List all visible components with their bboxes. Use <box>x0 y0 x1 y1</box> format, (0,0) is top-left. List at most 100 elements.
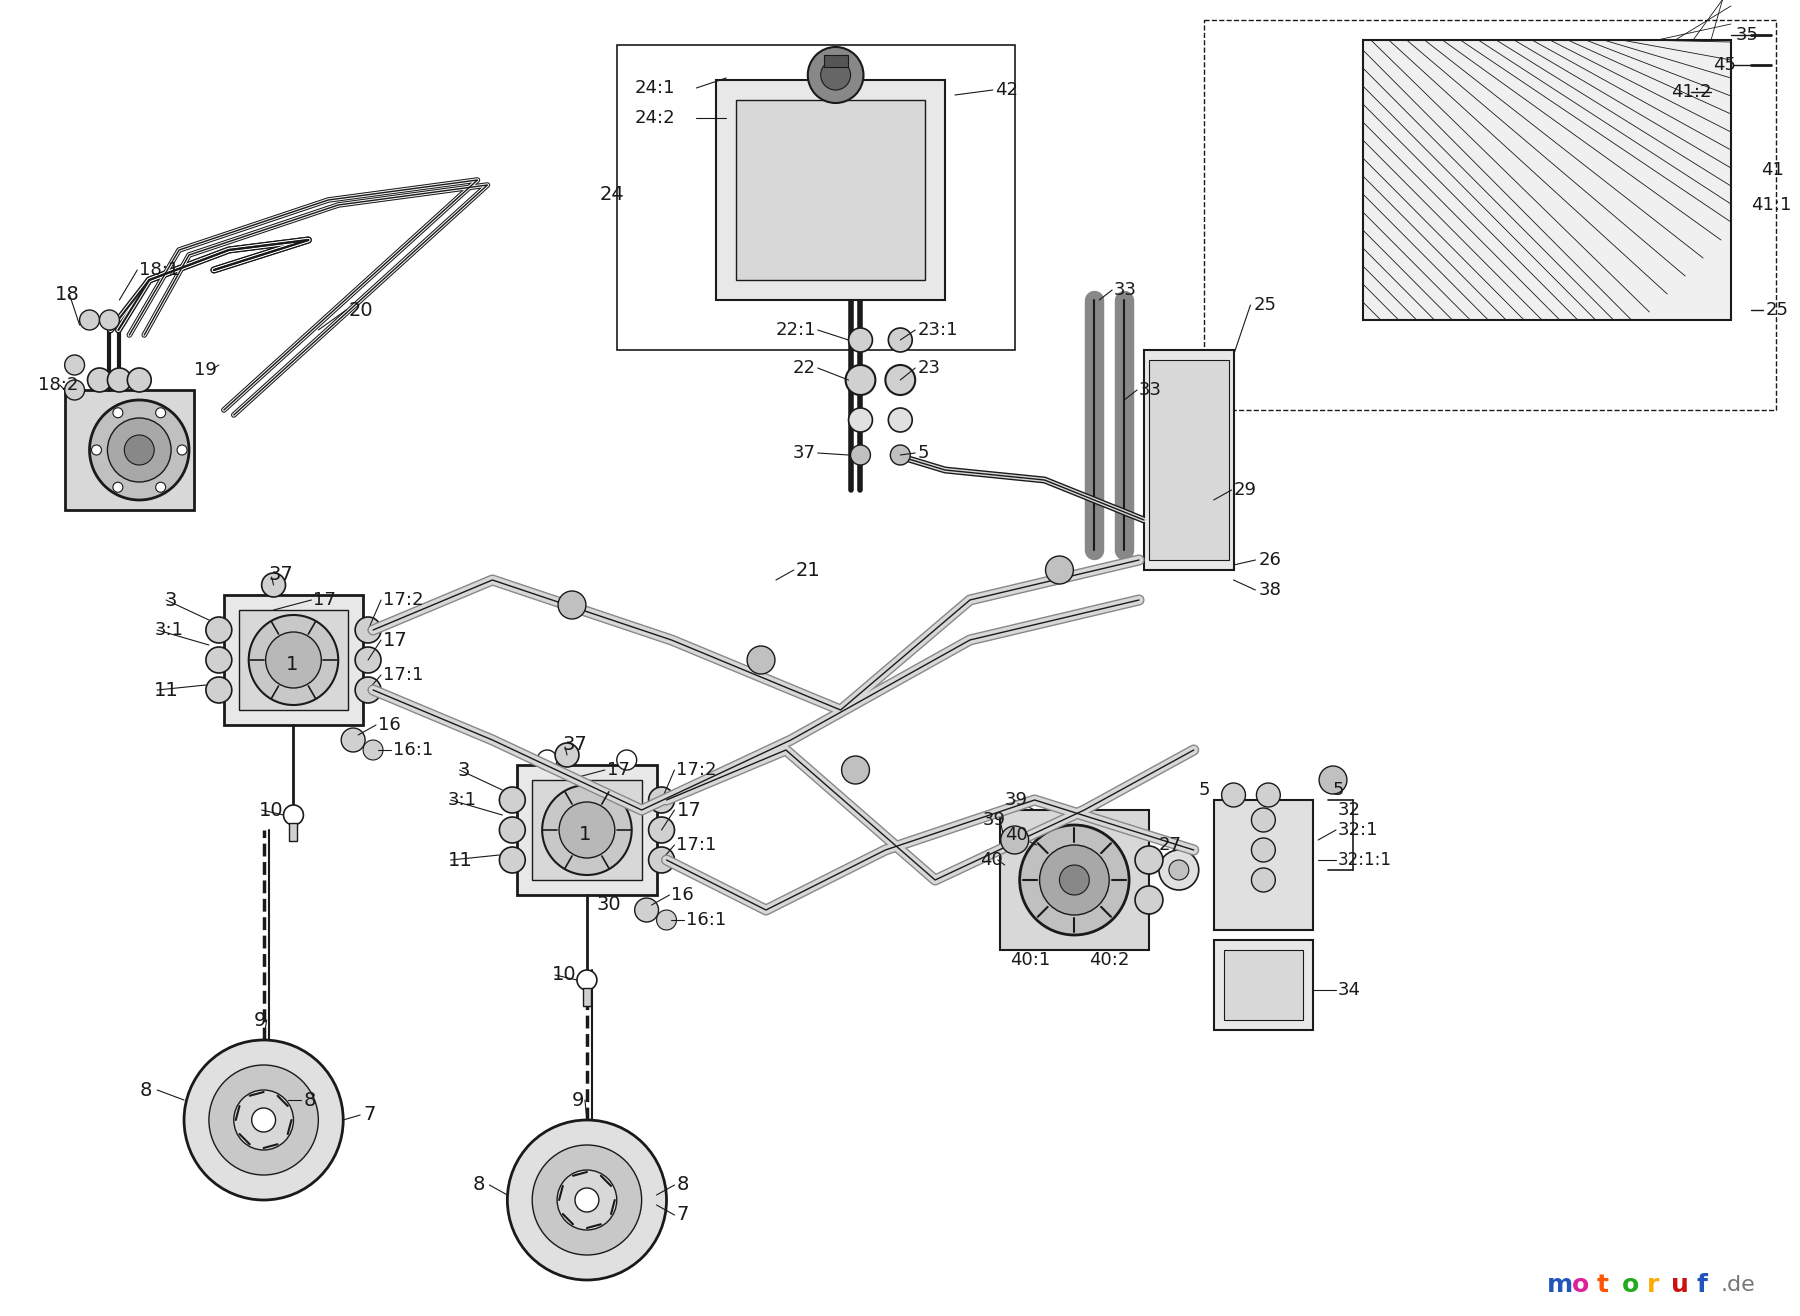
Text: 3:1: 3:1 <box>448 791 477 809</box>
Circle shape <box>808 47 864 103</box>
Bar <box>736 100 925 280</box>
Text: 17: 17 <box>677 800 702 820</box>
Bar <box>517 765 657 895</box>
Text: .de: .de <box>1721 1275 1755 1295</box>
Circle shape <box>252 1108 275 1132</box>
Circle shape <box>1319 766 1346 794</box>
Text: 32:1:1: 32:1:1 <box>1337 851 1391 869</box>
Bar <box>65 390 194 511</box>
Bar <box>290 822 297 841</box>
Text: 9: 9 <box>572 1091 585 1109</box>
Text: 23:1: 23:1 <box>918 321 958 340</box>
Circle shape <box>128 368 151 392</box>
Bar <box>1213 940 1314 1030</box>
Circle shape <box>556 1170 617 1230</box>
Circle shape <box>1159 850 1199 890</box>
Text: 5: 5 <box>1334 780 1345 799</box>
Text: 9: 9 <box>254 1011 266 1029</box>
Text: 42: 42 <box>995 82 1017 99</box>
Circle shape <box>1251 808 1276 832</box>
Text: 19: 19 <box>194 361 216 379</box>
Bar <box>239 611 347 711</box>
Text: 39: 39 <box>983 811 1006 829</box>
Text: 17: 17 <box>383 630 409 650</box>
Circle shape <box>542 786 632 875</box>
Circle shape <box>886 365 914 395</box>
Bar <box>1145 350 1233 570</box>
Text: 10: 10 <box>553 966 576 984</box>
Text: 3: 3 <box>457 761 470 779</box>
Text: 24:1: 24:1 <box>635 79 675 97</box>
Text: 22:1: 22:1 <box>776 321 815 340</box>
Circle shape <box>108 418 171 482</box>
Circle shape <box>851 445 871 465</box>
Text: 32:1: 32:1 <box>1337 821 1379 840</box>
Text: 40: 40 <box>1004 826 1028 844</box>
Text: 34: 34 <box>1337 980 1361 999</box>
Circle shape <box>176 445 187 455</box>
Text: 27: 27 <box>1159 836 1183 854</box>
Circle shape <box>65 380 85 400</box>
Text: f: f <box>1696 1273 1706 1298</box>
Circle shape <box>79 311 99 330</box>
Circle shape <box>261 572 286 597</box>
Circle shape <box>889 328 913 351</box>
Circle shape <box>155 482 166 492</box>
Circle shape <box>266 632 322 688</box>
Text: 23: 23 <box>918 359 940 376</box>
Text: 11: 11 <box>155 680 178 700</box>
Text: 17:2: 17:2 <box>383 591 423 609</box>
Circle shape <box>891 445 911 465</box>
Text: 5: 5 <box>918 443 929 462</box>
Text: 38: 38 <box>1258 580 1282 599</box>
Circle shape <box>248 615 338 705</box>
Circle shape <box>578 970 598 990</box>
Text: 40: 40 <box>979 851 1003 869</box>
Text: 39: 39 <box>1004 791 1028 809</box>
Circle shape <box>648 817 675 844</box>
Text: 29: 29 <box>1233 482 1256 499</box>
Text: 25: 25 <box>1253 296 1276 315</box>
Circle shape <box>284 805 304 825</box>
Circle shape <box>499 848 526 873</box>
Text: 18: 18 <box>54 286 79 304</box>
Text: 33: 33 <box>1139 382 1163 399</box>
Bar <box>1204 20 1777 411</box>
Circle shape <box>1019 825 1129 934</box>
Circle shape <box>889 408 913 432</box>
Text: o: o <box>1622 1273 1638 1298</box>
Circle shape <box>1168 859 1188 880</box>
Text: 17:1: 17:1 <box>677 836 716 854</box>
Circle shape <box>1046 555 1073 584</box>
Text: 8: 8 <box>139 1080 151 1099</box>
Text: 11: 11 <box>448 850 472 870</box>
Circle shape <box>499 817 526 844</box>
Circle shape <box>657 909 677 930</box>
Text: 16:1: 16:1 <box>686 911 727 929</box>
Circle shape <box>499 787 526 813</box>
Circle shape <box>205 617 232 644</box>
Text: 24: 24 <box>599 186 625 204</box>
Circle shape <box>355 647 382 672</box>
Text: 25: 25 <box>1766 301 1789 318</box>
Text: 21: 21 <box>796 561 821 579</box>
Circle shape <box>205 676 232 703</box>
Bar <box>1363 39 1732 320</box>
Circle shape <box>124 436 155 465</box>
Circle shape <box>364 740 383 761</box>
Text: u: u <box>1670 1273 1688 1298</box>
Text: m: m <box>1546 1273 1573 1298</box>
Text: 41: 41 <box>1760 161 1784 179</box>
Circle shape <box>842 755 869 784</box>
Circle shape <box>821 61 851 89</box>
Text: o: o <box>1571 1273 1589 1298</box>
Circle shape <box>1251 869 1276 892</box>
Text: 10: 10 <box>259 800 283 820</box>
Bar <box>1224 950 1303 1020</box>
Text: 32: 32 <box>1337 801 1361 819</box>
Circle shape <box>1256 783 1280 807</box>
Text: 33: 33 <box>1114 282 1138 299</box>
Circle shape <box>234 1090 293 1150</box>
Circle shape <box>558 591 587 619</box>
Text: 17: 17 <box>313 591 337 609</box>
